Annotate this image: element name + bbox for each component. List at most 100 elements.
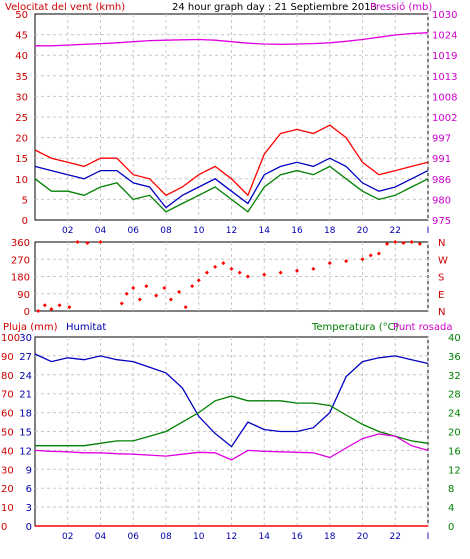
direction-point xyxy=(190,284,195,289)
humidity-line xyxy=(34,353,429,448)
humidity-x-tick-label: 08 xyxy=(160,532,172,542)
temperature-line xyxy=(35,395,429,447)
rain-y-tick-label: 30 xyxy=(1,465,14,476)
pressure-y-tick-label: 1019 xyxy=(432,51,457,62)
direction-point xyxy=(237,270,242,275)
direction-point xyxy=(137,297,142,302)
wind-smoothed-line xyxy=(34,157,429,209)
direction-point xyxy=(295,268,299,273)
temperature-y-tick-label: 12 xyxy=(448,465,461,476)
humidity-x-tick-label: 12 xyxy=(226,532,237,542)
rain-y-tick-label: 20 xyxy=(1,484,14,495)
rain-y-tick-label: 50 xyxy=(1,428,14,439)
humidity-x-tick-label: 16 xyxy=(291,532,303,542)
wind-y-tick-label: 25 xyxy=(15,113,28,124)
direction-point xyxy=(183,305,188,310)
wind-y-tick-label: 10 xyxy=(15,175,28,186)
rain-y-tick-label: 70 xyxy=(1,390,14,401)
rain-y-tick-label: 10 xyxy=(1,503,14,514)
direction-y-tick-label: 360 xyxy=(11,238,30,249)
rain-label: Pluja (mm) xyxy=(3,322,58,333)
pressure-y-tick-label: 1024 xyxy=(432,31,457,42)
direction-plot-frame xyxy=(34,241,429,312)
pressure-y-tick-label: 991 xyxy=(432,154,451,165)
humidity-plot-frame xyxy=(34,336,429,527)
direction-point xyxy=(311,266,316,271)
humidity-y-tick-label: 6 xyxy=(26,484,32,495)
direction-point xyxy=(67,305,72,310)
direction-compass-label: N xyxy=(438,307,445,318)
direction-point xyxy=(124,291,129,296)
direction-point xyxy=(42,303,47,308)
pressure-y-tick-label: 997 xyxy=(432,134,451,145)
direction-point xyxy=(376,251,381,256)
wind-y-tick-label: 5 xyxy=(22,195,28,206)
direction-point xyxy=(162,286,167,290)
humidity-x-tick-label: 22 xyxy=(390,532,401,542)
direction-point xyxy=(204,270,209,275)
pressure-y-tick-label: 1030 xyxy=(432,10,457,21)
pressure-y-tick-label: 1013 xyxy=(432,72,457,83)
pressure-line xyxy=(35,32,429,47)
direction-point xyxy=(229,266,234,271)
pressure-y-tick-label: 986 xyxy=(432,175,451,186)
temperature-y-tick-label: 36 xyxy=(448,352,461,363)
direction-point xyxy=(221,261,226,266)
humidity-x-tick-label: 02 xyxy=(62,532,73,542)
wind-y-tick-label: 45 xyxy=(15,31,28,42)
direction-point xyxy=(75,240,80,244)
direction-point xyxy=(393,240,398,244)
direction-point xyxy=(85,240,90,245)
rain-y-tick-label: 60 xyxy=(1,409,14,420)
direction-compass-label: S xyxy=(438,273,444,284)
wind-x-tick-label: 12 xyxy=(226,226,237,236)
rain-y-tick-label: 100 xyxy=(1,333,20,344)
direction-point xyxy=(368,253,373,258)
humidity-y-tick-label: 9 xyxy=(26,465,32,476)
direction-compass-label: E xyxy=(438,290,444,301)
wind-y-tick-label: 15 xyxy=(15,154,28,165)
dewpoint-label: Punt rosada xyxy=(393,322,452,333)
wind-x-tick-label: 14 xyxy=(259,226,271,236)
wind-average-line xyxy=(34,165,429,213)
direction-y-tick-label: 0 xyxy=(24,307,30,318)
temperature-y-tick-label: 20 xyxy=(448,428,461,439)
wind-y-tick-label: 40 xyxy=(15,51,28,62)
direction-compass-label: N xyxy=(438,238,445,249)
humidity-x-tick-label: 04 xyxy=(95,532,107,542)
wind-x-tick-label: 08 xyxy=(160,226,172,236)
pressure-y-tick-label: 980 xyxy=(432,195,451,206)
direction-point xyxy=(278,270,283,275)
rain-y-tick-label: 80 xyxy=(1,371,14,382)
wind-title: Velocitat del vent (kmh) xyxy=(5,2,125,13)
wind-y-tick-label: 20 xyxy=(15,134,28,145)
direction-y-tick-label: 90 xyxy=(17,290,30,301)
wind-x-tick-label: 20 xyxy=(357,226,369,236)
direction-point xyxy=(417,241,422,246)
temperature-y-tick-label: 32 xyxy=(448,371,461,382)
wind-pressure-chart: 0510152025303540455097598098699199710021… xyxy=(15,10,457,236)
wind-y-tick-label: 35 xyxy=(15,72,28,83)
humidity-y-tick-label: 24 xyxy=(19,371,32,382)
direction-point xyxy=(327,261,332,266)
direction-point xyxy=(196,278,201,283)
wind-y-tick-label: 0 xyxy=(22,216,28,227)
direction-point xyxy=(131,286,136,290)
humidity-x-tick-label: 06 xyxy=(128,532,140,542)
temperature-y-tick-label: 16 xyxy=(448,446,461,457)
wind-x-tick-label: 22 xyxy=(390,226,401,236)
direction-point xyxy=(344,259,349,264)
direction-point xyxy=(98,240,103,244)
direction-point xyxy=(409,240,414,244)
humidity-y-tick-label: 18 xyxy=(19,409,32,420)
dewpoint-line xyxy=(34,433,429,461)
humidity-label: Humitat xyxy=(66,322,106,333)
wind-y-tick-label: 30 xyxy=(15,92,28,103)
humidity-x-tick-label: 14 xyxy=(259,532,271,542)
humidity-y-tick-label: 27 xyxy=(19,352,32,363)
direction-point xyxy=(168,297,173,302)
temperature-label: Temperatura (°C) xyxy=(311,322,399,333)
